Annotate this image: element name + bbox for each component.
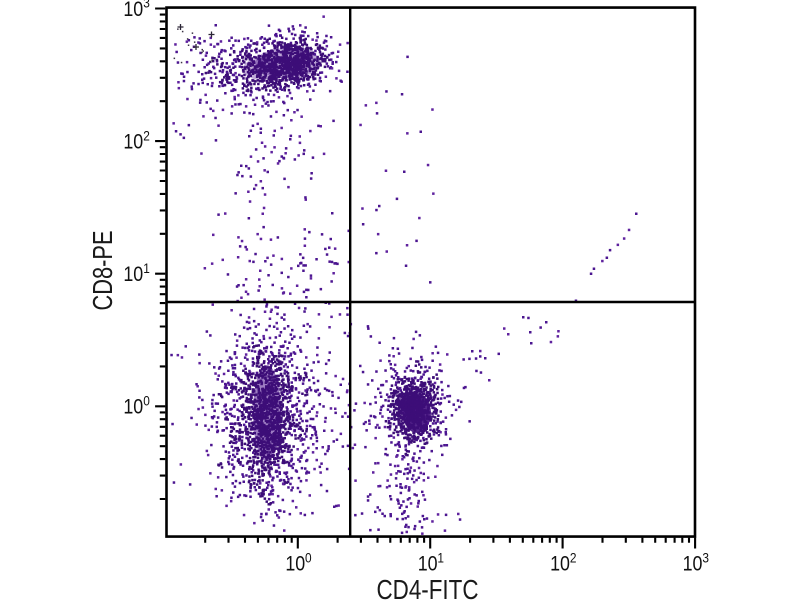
svg-text:2: 2 — [143, 127, 150, 143]
svg-text:10: 10 — [123, 130, 143, 154]
svg-text:10: 10 — [418, 552, 438, 576]
svg-text:1: 1 — [437, 549, 444, 565]
svg-text:10: 10 — [123, 0, 143, 21]
svg-text:CD4-FITC: CD4-FITC — [377, 575, 479, 600]
svg-text:2: 2 — [570, 549, 577, 565]
svg-text:10: 10 — [123, 395, 143, 419]
svg-text:10: 10 — [285, 552, 305, 576]
svg-text:10: 10 — [683, 552, 703, 576]
svg-text:1: 1 — [143, 260, 150, 276]
svg-text:3: 3 — [143, 0, 150, 11]
svg-text:3: 3 — [702, 549, 709, 565]
svg-text:CD8-PE: CD8-PE — [87, 230, 118, 310]
svg-text:10: 10 — [123, 263, 143, 287]
svg-text:0: 0 — [143, 393, 150, 409]
svg-text:10: 10 — [550, 552, 570, 576]
svg-text:0: 0 — [305, 549, 312, 565]
